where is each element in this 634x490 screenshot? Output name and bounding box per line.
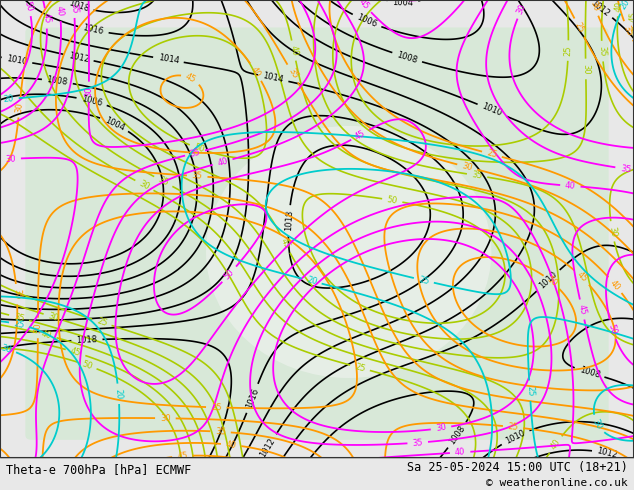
- Text: 25: 25: [564, 45, 573, 56]
- Text: 35: 35: [215, 427, 226, 437]
- Text: 1016: 1016: [82, 24, 105, 37]
- Text: 20: 20: [619, 0, 632, 11]
- Text: 45: 45: [41, 13, 51, 24]
- Text: © weatheronline.co.uk: © weatheronline.co.uk: [486, 478, 628, 488]
- Text: 35: 35: [597, 46, 607, 57]
- Text: 30: 30: [588, 0, 600, 13]
- Text: 35: 35: [286, 67, 299, 80]
- Text: 1018: 1018: [67, 0, 90, 14]
- Text: 35: 35: [12, 289, 22, 300]
- Text: 30: 30: [15, 101, 25, 113]
- Text: 1006: 1006: [355, 13, 378, 29]
- Text: 35: 35: [471, 170, 483, 181]
- Text: 30: 30: [84, 87, 93, 98]
- Text: 30: 30: [581, 64, 590, 74]
- Text: 40: 40: [614, 0, 624, 12]
- Text: 35: 35: [191, 172, 203, 181]
- Text: 50: 50: [193, 143, 206, 154]
- Text: 40: 40: [455, 447, 465, 457]
- Text: 35: 35: [157, 175, 170, 188]
- Text: 1018: 1018: [76, 335, 98, 345]
- Text: 30: 30: [515, 2, 528, 16]
- Text: 35: 35: [619, 164, 631, 174]
- Text: 25: 25: [418, 275, 430, 286]
- Text: 40: 40: [565, 181, 576, 191]
- Text: 1012: 1012: [596, 447, 619, 461]
- Text: 1006: 1006: [81, 94, 103, 108]
- Text: 25: 25: [573, 21, 586, 34]
- Text: 25: 25: [13, 319, 25, 330]
- Text: 30: 30: [138, 179, 152, 192]
- Text: 1010: 1010: [481, 102, 503, 119]
- Text: 35: 35: [622, 24, 634, 37]
- Text: 25: 25: [507, 422, 519, 432]
- Text: 1010: 1010: [538, 270, 559, 291]
- Text: 1016: 1016: [244, 387, 261, 410]
- Text: 1012: 1012: [259, 436, 277, 459]
- Text: 40: 40: [608, 278, 622, 292]
- Text: 30: 30: [0, 343, 13, 355]
- FancyBboxPatch shape: [25, 27, 609, 440]
- Text: 40: 40: [216, 156, 229, 168]
- Text: 25: 25: [354, 362, 366, 373]
- Text: 45: 45: [576, 303, 588, 316]
- Text: 40: 40: [226, 440, 237, 450]
- Ellipse shape: [206, 126, 491, 378]
- Text: 30: 30: [591, 417, 604, 431]
- Text: 25: 25: [211, 403, 222, 412]
- Text: 1012: 1012: [589, 0, 611, 18]
- Text: 1014: 1014: [157, 53, 179, 66]
- Text: 50: 50: [545, 275, 559, 289]
- Text: 40: 40: [249, 65, 262, 79]
- Text: 30: 30: [607, 225, 618, 237]
- Text: 25: 25: [486, 148, 498, 160]
- Text: 30: 30: [435, 423, 447, 433]
- Text: 40: 40: [288, 45, 299, 57]
- Text: 45: 45: [575, 270, 589, 284]
- Text: 45: 45: [353, 128, 367, 141]
- Text: 40: 40: [41, 329, 53, 341]
- Text: 1012: 1012: [67, 51, 89, 64]
- Text: 50: 50: [223, 268, 236, 281]
- Text: 1008: 1008: [448, 424, 467, 446]
- Text: 1008: 1008: [578, 366, 601, 380]
- Text: 45: 45: [184, 72, 198, 85]
- Text: 1014: 1014: [262, 72, 285, 85]
- Text: 25: 25: [525, 385, 534, 396]
- Text: 20: 20: [113, 388, 124, 399]
- Text: 1018: 1018: [283, 210, 294, 231]
- Text: 50: 50: [386, 195, 398, 206]
- Text: 1008: 1008: [396, 50, 418, 65]
- Text: 1008: 1008: [46, 75, 68, 87]
- Text: 30: 30: [34, 322, 42, 333]
- Text: 45: 45: [357, 0, 371, 11]
- Text: 30: 30: [160, 414, 171, 423]
- Text: 45: 45: [177, 451, 188, 461]
- Text: 50: 50: [23, 0, 34, 12]
- Text: 35: 35: [13, 312, 25, 323]
- Text: 35: 35: [69, 2, 79, 13]
- Text: 20: 20: [3, 94, 14, 104]
- Text: Sa 25-05-2024 15:00 UTC (18+21): Sa 25-05-2024 15:00 UTC (18+21): [407, 461, 628, 473]
- Text: 1010: 1010: [504, 428, 527, 445]
- Text: 50: 50: [607, 323, 618, 336]
- Text: 45: 45: [628, 11, 634, 23]
- Text: 45: 45: [279, 237, 292, 250]
- Text: 30: 30: [5, 154, 16, 164]
- Text: 30: 30: [461, 161, 474, 172]
- Text: 45: 45: [69, 346, 82, 358]
- Text: 35: 35: [412, 438, 424, 447]
- Text: 25: 25: [95, 317, 108, 328]
- Text: 35: 35: [189, 147, 202, 159]
- Text: 20: 20: [306, 275, 318, 287]
- Text: 50: 50: [81, 359, 93, 371]
- Text: 40: 40: [55, 5, 65, 16]
- Text: 1010: 1010: [6, 54, 28, 67]
- Text: 1004: 1004: [392, 0, 413, 7]
- Text: 30: 30: [47, 311, 60, 323]
- Text: 40: 40: [549, 438, 562, 451]
- Text: 1004: 1004: [103, 115, 126, 132]
- Text: Theta-e 700hPa [hPa] ECMWF: Theta-e 700hPa [hPa] ECMWF: [6, 463, 191, 476]
